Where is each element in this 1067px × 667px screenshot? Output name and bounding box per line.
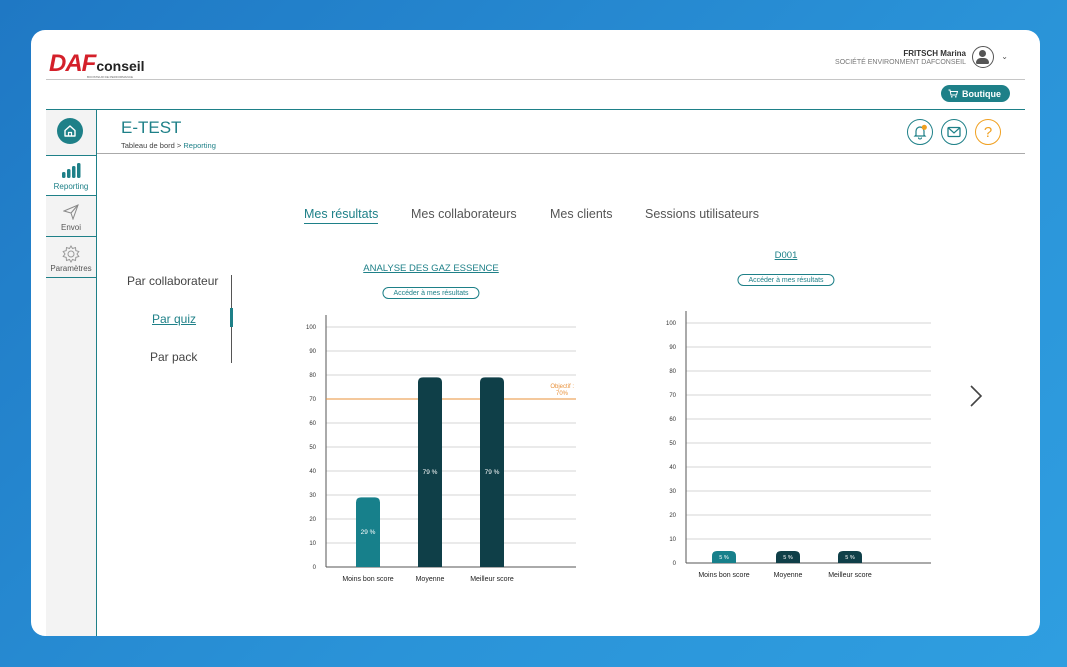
home-icon-glyph xyxy=(64,125,76,137)
tab-sessions-utilisateurs[interactable]: Sessions utilisateurs xyxy=(645,207,759,221)
tab-mes-resultats[interactable]: Mes résultats xyxy=(304,207,379,224)
tab-mes-clients[interactable]: Mes clients xyxy=(550,207,613,221)
home-icon[interactable] xyxy=(57,118,83,144)
category-label: Moins bon score xyxy=(342,576,393,583)
y-tick-label: 100 xyxy=(666,321,677,327)
gear-icon xyxy=(62,245,80,263)
bar-value-label: 79 % xyxy=(485,469,500,476)
app-window: DAFconseil BOOSTEUR DE PERFORMANCE FRITS… xyxy=(31,30,1040,636)
chart-1-results-link[interactable]: Accéder à mes résultats xyxy=(382,287,480,299)
y-tick-label: 20 xyxy=(669,513,676,519)
breadcrumb: Tableau de bord > Reporting xyxy=(121,141,216,150)
chart-2-results-link[interactable]: Accéder à mes résultats xyxy=(737,274,835,286)
sidebar-item-envoi[interactable]: Envoi xyxy=(46,197,96,237)
y-tick-label: 20 xyxy=(309,517,316,523)
submenu-par-collaborateur[interactable]: Par collaborateur xyxy=(127,274,219,288)
chart-2-title[interactable]: D001 xyxy=(774,250,798,261)
tab-mes-collaborateurs[interactable]: Mes collaborateurs xyxy=(411,207,517,221)
chart-1: 0 10 20 30 40 50 60 70 80 90 100 Objectif :70% 29 % M… xyxy=(306,315,576,583)
logo-conseil-text: conseil xyxy=(96,58,145,74)
chart-2: 0 10 20 30 40 50 60 70 80 90 100 5 % Moins bon score… xyxy=(666,311,931,579)
boutique-button[interactable]: Boutique xyxy=(941,85,1010,102)
user-name: FRITSCH Marina xyxy=(903,49,966,58)
toolbar-divider xyxy=(46,109,1025,110)
y-tick-label: 60 xyxy=(309,421,316,427)
user-menu[interactable]: FRITSCH Marina SOCIÉTÉ ENVIRONMENT DAFCO… xyxy=(780,30,1040,80)
y-tick-label: 10 xyxy=(309,541,316,547)
logo-tagline: BOOSTEUR DE PERFORMANCE xyxy=(87,75,134,79)
y-tick-label: 60 xyxy=(669,417,676,423)
sidebar-item-parametres[interactable]: Paramètres xyxy=(46,238,96,278)
question-icon: ? xyxy=(983,123,993,141)
category-label: Meilleur score xyxy=(470,576,514,583)
bar-value-label: 79 % xyxy=(423,469,438,476)
y-tick-label: 80 xyxy=(309,373,316,379)
bar-value-label: 5 % xyxy=(719,555,729,561)
y-tick-label: 40 xyxy=(309,469,316,475)
user-info: FRITSCH Marina SOCIÉTÉ ENVIRONMENT DAFCO… xyxy=(835,49,966,66)
category-label: Moyenne xyxy=(774,572,803,579)
y-tick-label: 0 xyxy=(673,561,677,567)
cart-icon xyxy=(948,89,958,98)
y-tick-label: 30 xyxy=(309,493,316,499)
category-label: Moyenne xyxy=(416,576,445,583)
header-divider xyxy=(46,79,1025,80)
avatar-icon[interactable] xyxy=(972,46,994,68)
y-tick-label: 70 xyxy=(669,393,676,399)
chevron-down-icon[interactable]: ⌄ xyxy=(1001,52,1008,61)
send-icon xyxy=(63,204,79,220)
y-tick-label: 90 xyxy=(669,345,676,351)
sidebar-item-label: Paramètres xyxy=(50,264,92,273)
objective-label: Objectif : xyxy=(550,384,574,390)
bar[interactable] xyxy=(480,377,504,567)
objective-value: 70% xyxy=(556,391,569,397)
bar-chart-icon xyxy=(62,163,81,178)
chart-1-title[interactable]: ANALYSE DES GAZ ESSENCE xyxy=(363,263,499,274)
y-tick-label: 0 xyxy=(313,565,317,571)
sidebar-item-reporting[interactable]: Reporting xyxy=(46,156,96,196)
bar[interactable] xyxy=(356,497,380,567)
y-tick-label: 30 xyxy=(669,489,676,495)
page-header-divider xyxy=(97,153,1025,154)
sidebar: Reporting Envoi Paramètres xyxy=(46,110,97,636)
bar[interactable] xyxy=(776,551,800,563)
submenu-active-indicator xyxy=(230,308,233,327)
boutique-label: Boutique xyxy=(962,88,1001,99)
submenu-par-quiz[interactable]: Par quiz xyxy=(152,312,197,326)
bar[interactable] xyxy=(838,551,862,563)
bar-value-label: 29 % xyxy=(361,529,376,536)
chevron-right-icon[interactable] xyxy=(969,384,983,408)
y-tick-label: 70 xyxy=(309,397,316,403)
sidebar-item-label: Reporting xyxy=(53,182,89,191)
y-tick-label: 80 xyxy=(669,369,676,375)
y-tick-label: 40 xyxy=(669,465,676,471)
bar[interactable] xyxy=(712,551,736,563)
mail-icon xyxy=(947,126,961,138)
bar-value-label: 5 % xyxy=(783,555,793,561)
user-company: SOCIÉTÉ ENVIRONMENT DAFCONSEIL xyxy=(835,59,966,66)
logo-daf-text: DAF xyxy=(49,50,96,77)
category-label: Moins bon score xyxy=(698,572,749,579)
y-tick-label: 10 xyxy=(669,537,676,543)
notifications-button[interactable] xyxy=(907,119,933,145)
breadcrumb-separator: > xyxy=(174,141,184,150)
page-title: E-TEST xyxy=(121,118,182,137)
sidebar-home[interactable] xyxy=(46,110,96,156)
bell-icon xyxy=(913,124,927,140)
sidebar-item-label: Envoi xyxy=(60,223,81,232)
dafconseil-logo[interactable]: DAFconseil BOOSTEUR DE PERFORMANCE xyxy=(49,50,145,79)
help-button[interactable]: ? xyxy=(975,119,1001,145)
messages-button[interactable] xyxy=(941,119,967,145)
y-tick-label: 50 xyxy=(309,445,316,451)
category-label: Meilleur score xyxy=(828,572,872,579)
y-tick-label: 90 xyxy=(309,349,316,355)
breadcrumb-current: Reporting xyxy=(183,141,216,150)
y-tick-label: 100 xyxy=(306,325,317,331)
breadcrumb-root[interactable]: Tableau de bord xyxy=(121,141,175,150)
bar[interactable] xyxy=(418,377,442,567)
submenu-par-pack[interactable]: Par pack xyxy=(150,350,198,364)
y-tick-label: 50 xyxy=(669,441,676,447)
bar-value-label: 5 % xyxy=(845,555,855,561)
